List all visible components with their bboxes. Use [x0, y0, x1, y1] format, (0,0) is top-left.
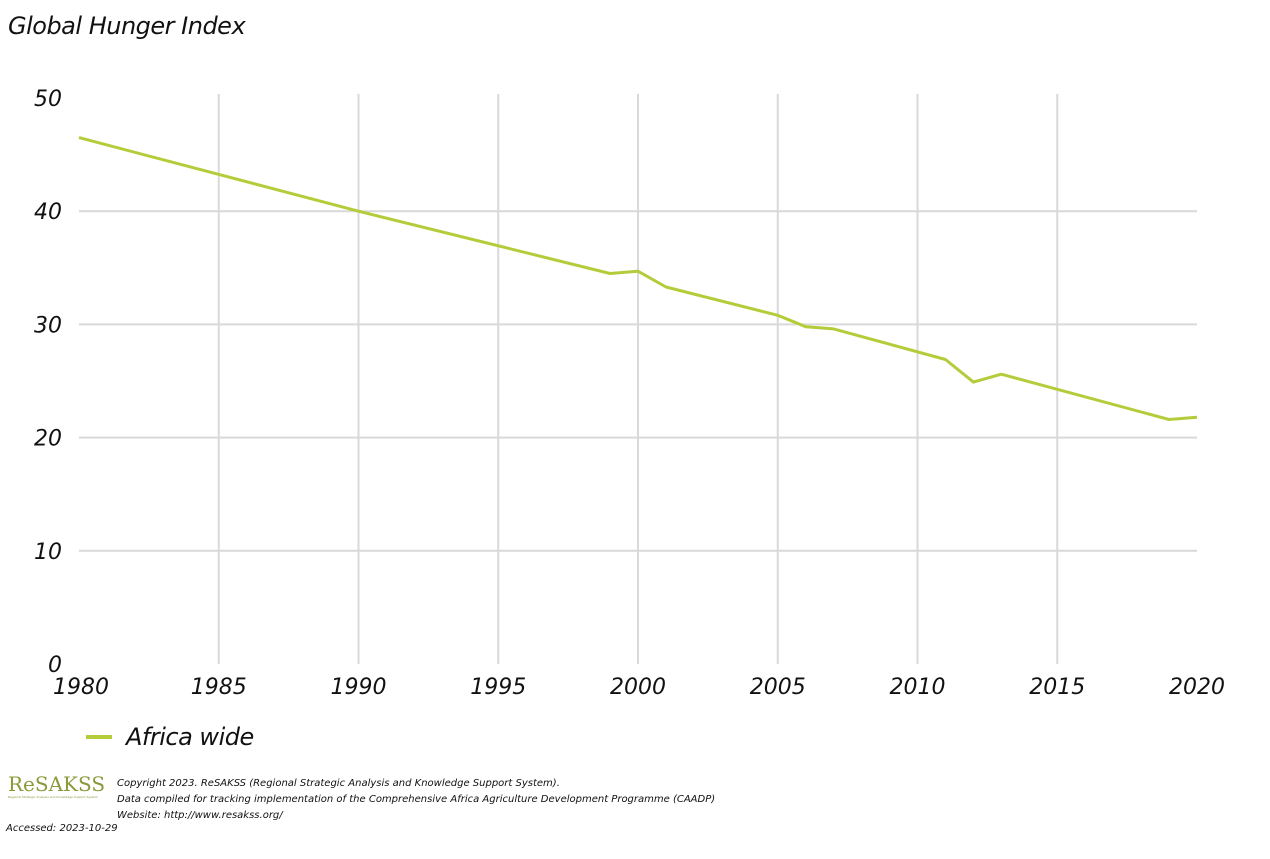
- copyright-text: Copyright 2023. ReSAKSS (Regional Strate…: [117, 778, 560, 789]
- logo-tagline: Regional Strategic Analysis and Knowledg…: [8, 795, 98, 799]
- y-tick-label-50: 50: [34, 87, 62, 112]
- data-point[interactable]: [774, 311, 782, 319]
- chart-title: Global Hunger Index: [8, 12, 246, 40]
- data-point[interactable]: [662, 283, 670, 291]
- legend-swatch-africa-wide: [86, 735, 112, 739]
- x-tick-label-2000: 2000: [610, 675, 666, 700]
- data-point[interactable]: [802, 323, 810, 331]
- website-link[interactable]: Website: http://www.resakss.org/: [117, 810, 283, 821]
- x-tick-label-2015: 2015: [1029, 675, 1085, 700]
- data-point[interactable]: [941, 355, 949, 363]
- data-point[interactable]: [75, 134, 83, 142]
- legend: Africa wide: [86, 723, 254, 751]
- data-point[interactable]: [606, 269, 614, 277]
- x-tick-label-1980: 1980: [53, 675, 109, 700]
- data-point[interactable]: [969, 378, 977, 386]
- logo-wordmark: ReSAKSS: [8, 772, 106, 796]
- x-axis-tick-labels: 1980 1985 1990 1995 2000 2005 2010 2015 2020: [53, 675, 1225, 700]
- series-line-africa-wide[interactable]: [78, 136, 1198, 421]
- x-tick-label-2020: 2020: [1169, 675, 1225, 700]
- x-tick-label-1995: 1995: [470, 675, 526, 700]
- x-tick-label-1990: 1990: [331, 675, 387, 700]
- footer-credits: Copyright 2023. ReSAKSS (Regional Strate…: [117, 776, 715, 824]
- data-point[interactable]: [1165, 415, 1173, 423]
- accessed-date: Accessed: 2023-10-29: [6, 823, 118, 834]
- x-tick-label-2010: 2010: [890, 675, 946, 700]
- y-tick-label-0: 0: [48, 653, 62, 678]
- y-axis-tick-labels: 0 10 20 30 40 50: [34, 87, 62, 678]
- x-tick-label-2005: 2005: [750, 675, 806, 700]
- y-tick-label-10: 10: [34, 540, 62, 565]
- y-tick-label-30: 30: [34, 313, 62, 338]
- y-tick-label-20: 20: [34, 427, 62, 452]
- data-point[interactable]: [634, 267, 642, 275]
- grid-lines: [79, 94, 1197, 664]
- series-lines: [75, 134, 1201, 423]
- y-tick-label-40: 40: [34, 200, 62, 225]
- data-note-text: Data compiled for tracking implementatio…: [117, 794, 716, 805]
- data-point[interactable]: [355, 207, 363, 215]
- data-point[interactable]: [1193, 413, 1201, 421]
- resakss-logo: ReSAKSS Regional Strategic Analysis and …: [8, 772, 106, 799]
- legend-label-africa-wide: Africa wide: [126, 723, 254, 751]
- x-tick-label-1985: 1985: [191, 675, 247, 700]
- data-point[interactable]: [997, 370, 1005, 378]
- data-point[interactable]: [830, 325, 838, 333]
